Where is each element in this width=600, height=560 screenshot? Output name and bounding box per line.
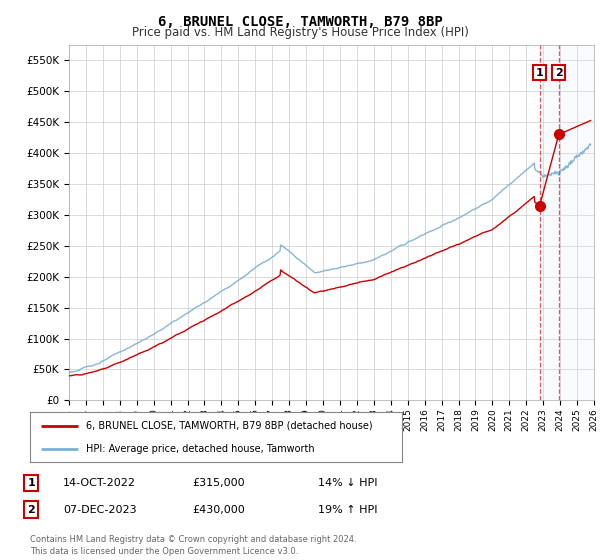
Bar (539, 45, 600, 400)
Text: 6, BRUNEL CLOSE, TAMWORTH, B79 8BP (detached house): 6, BRUNEL CLOSE, TAMWORTH, B79 8BP (deta… (86, 421, 373, 431)
Text: 2: 2 (28, 505, 35, 515)
Text: 14-OCT-2022: 14-OCT-2022 (63, 478, 136, 488)
Text: £315,000: £315,000 (192, 478, 245, 488)
Text: HPI: Average price, detached house, Tamworth: HPI: Average price, detached house, Tamw… (86, 445, 314, 454)
Text: Contains HM Land Registry data © Crown copyright and database right 2024.
This d: Contains HM Land Registry data © Crown c… (30, 535, 356, 556)
Text: 1: 1 (536, 68, 544, 78)
Text: 07-DEC-2023: 07-DEC-2023 (63, 505, 137, 515)
Text: 6, BRUNEL CLOSE, TAMWORTH, B79 8BP: 6, BRUNEL CLOSE, TAMWORTH, B79 8BP (158, 15, 442, 29)
Text: 19% ↑ HPI: 19% ↑ HPI (318, 505, 377, 515)
Text: Price paid vs. HM Land Registry's House Price Index (HPI): Price paid vs. HM Land Registry's House … (131, 26, 469, 39)
Text: 14% ↓ HPI: 14% ↓ HPI (318, 478, 377, 488)
Text: £430,000: £430,000 (192, 505, 245, 515)
Text: 1: 1 (28, 478, 35, 488)
Text: 2: 2 (555, 68, 563, 78)
